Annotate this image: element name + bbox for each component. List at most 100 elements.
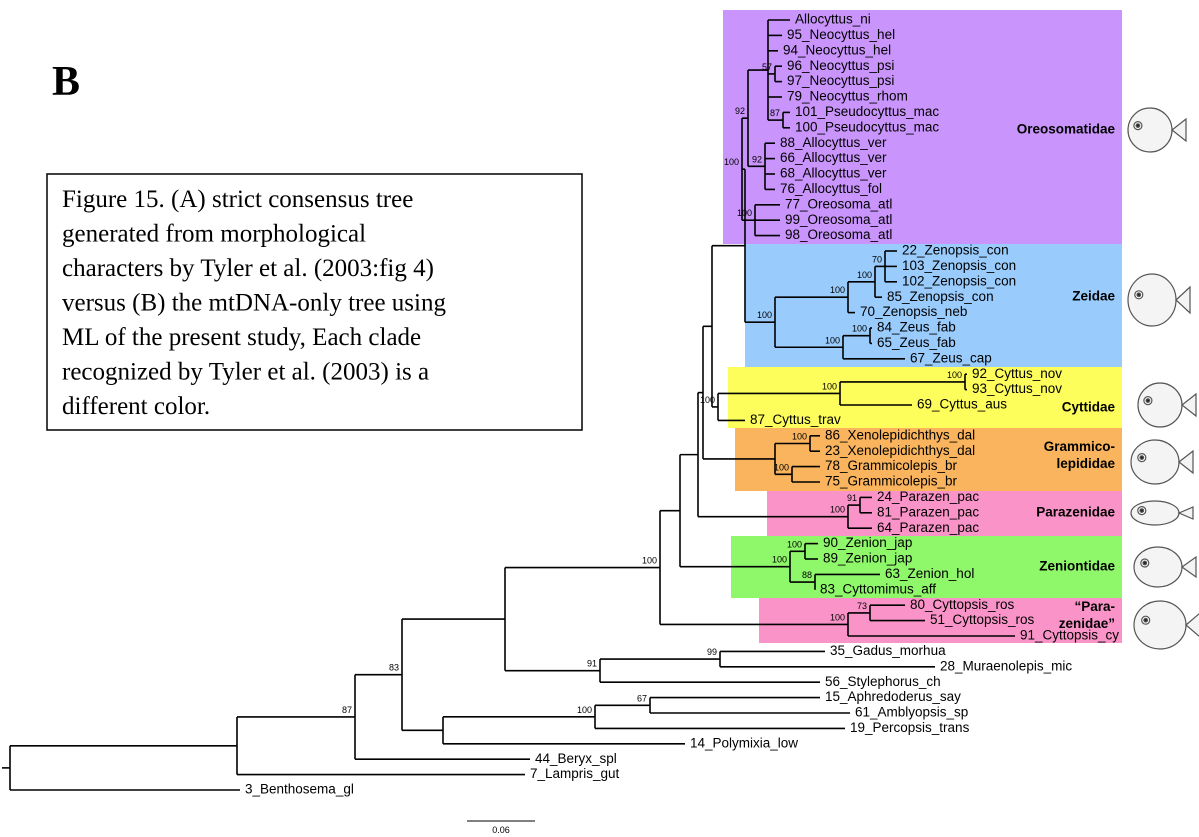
taxon-label: 102_Zenopsis_con: [902, 273, 1016, 288]
clade-name: Zeidae: [1072, 289, 1115, 304]
support-value: 100: [787, 539, 802, 549]
support-value: 100: [642, 556, 657, 566]
caption-line: different color.: [62, 393, 210, 420]
taxon-label: 67_Zeus_cap: [910, 350, 992, 365]
fish-body: [1128, 108, 1172, 152]
caption-line: characters by Tyler et al. (2003:fig 4): [62, 255, 434, 282]
support-value: 73: [857, 601, 867, 611]
taxon-label: 28_Muraenolepis_mic: [940, 658, 1072, 673]
taxon-label: 87_Cyttus_trav: [750, 412, 841, 427]
taxon-label: 96_Neocyttus_psi: [787, 58, 894, 73]
support-value: 67: [637, 693, 647, 703]
support-value: 100: [757, 310, 772, 320]
fish-tail: [1186, 613, 1199, 637]
fish-pupil: [1143, 561, 1147, 565]
fish-pupil: [1146, 399, 1150, 403]
taxon-label: 97_Neocyttus_psi: [787, 73, 894, 88]
taxon-label: 76_Allocyttus_fol: [780, 181, 882, 196]
taxon-label: 15_Aphredoderus_say: [825, 689, 961, 704]
taxon-label: 68_Allocyttus_ver: [780, 166, 887, 181]
fish-body: [1134, 601, 1186, 649]
taxon-label: 70_Zenopsis_neb: [860, 304, 967, 319]
taxon-label: 98_Oreosoma_atl: [785, 227, 892, 242]
taxon-label: 24_Parazen_pac: [877, 489, 979, 504]
taxon-label: 56_Stylephorus_ch: [825, 674, 941, 689]
taxon-label: 80_Cyttopsis_ros: [910, 597, 1015, 612]
fish-pupil: [1140, 509, 1144, 513]
taxon-label: 23_Xenolepidichthys_dal: [825, 443, 975, 458]
support-value: 91: [847, 493, 857, 503]
fish-body: [1131, 440, 1179, 484]
taxon-label: 81_Parazen_pac: [877, 504, 979, 519]
page: Oreosomatidae Zeidae Cyttidae Grammico-lepi…: [0, 0, 1199, 837]
taxon-label: 86_Xenolepidichthys_dal: [825, 427, 975, 442]
fish-body: [1134, 547, 1182, 587]
support-value: 70: [872, 254, 882, 264]
taxon-label: 7_Lampris_gut: [530, 766, 620, 781]
clade-name: Oreosomatidae: [1017, 122, 1116, 137]
figure: Oreosomatidae Zeidae Cyttidae Grammico-lepi…: [0, 0, 1199, 837]
fish-tail: [1176, 287, 1190, 313]
caption-line: Figure 15. (A) strict consensus tree: [62, 186, 413, 213]
taxon-label: 75_Grammicolepis_br: [825, 474, 958, 489]
taxon-label: 84_Zeus_fab: [877, 320, 956, 335]
clade-name: lepididae: [1056, 456, 1115, 471]
clade-name: Zeniontidae: [1039, 559, 1115, 574]
taxon-label: 65_Zeus_fab: [877, 335, 956, 350]
taxon-label: 44_Beryx_spl: [535, 751, 617, 766]
taxon-label: 95_Neocyttus_hel: [787, 27, 895, 42]
caption-line: ML of the present study, Each clade: [62, 324, 421, 351]
taxon-label: 64_Parazen_pac: [877, 520, 979, 535]
taxon-label: 92_Cyttus_nov: [972, 366, 1062, 381]
taxon-label: 91_Cyttopsis_cy: [1020, 628, 1119, 643]
taxon-label: 79_Neocyttus_rhom: [787, 89, 908, 104]
taxon-label: 103_Zenopsis_con: [902, 258, 1016, 273]
taxon-label: 63_Zenion_hol: [885, 566, 974, 581]
support-value: 100: [792, 432, 807, 442]
support-value: 100: [830, 612, 845, 622]
taxon-label: 89_Zenion_jap: [823, 551, 912, 566]
taxon-label: 83_Cyttomimus_aff: [820, 581, 936, 596]
taxon-label: 99_Oreosoma_atl: [785, 212, 892, 227]
support-value: 100: [947, 370, 962, 380]
taxon-label: 3_Benthosema_gl: [245, 782, 354, 797]
fish-pupil: [1136, 124, 1140, 128]
taxon-label: 90_Zenion_jap: [823, 535, 912, 550]
taxon-label: 69_Cyttus_aus: [917, 397, 1007, 412]
taxon-label: 78_Grammicolepis_br: [825, 458, 958, 473]
fish-pupil: [1137, 293, 1141, 297]
clade-name: Grammico-: [1044, 439, 1115, 454]
support-value: 88: [802, 570, 812, 580]
caption-line: recognized by Tyler et al. (2003) is a: [62, 359, 429, 386]
caption-line: generated from morphological: [62, 221, 366, 248]
taxon-label: 77_Oreosoma_atl: [785, 196, 892, 211]
scale-label: 0.06: [492, 825, 510, 835]
taxon-label: 19_Percopsis_trans: [850, 720, 970, 735]
fish-tail: [1182, 557, 1196, 577]
support-value: 87: [770, 108, 780, 118]
support-value: 100: [852, 324, 867, 334]
taxon-label: 14_Polymixia_low: [690, 735, 798, 750]
fish-tail: [1179, 451, 1193, 473]
support-value: 99: [707, 647, 717, 657]
taxon-label: 35_Gadus_morhua: [830, 643, 946, 658]
taxon-label: 61_Amblyopsis_sp: [855, 705, 968, 720]
fish-icons: [1128, 108, 1199, 649]
taxon-label: 51_Cyttopsis_ros: [930, 612, 1035, 627]
clade-name: Cyttidae: [1062, 400, 1116, 415]
taxon-label: 100_Pseudocyttus_mac: [795, 119, 939, 134]
clade-name: “Para-: [1074, 599, 1115, 614]
taxon-label: 94_Neocyttus_hel: [783, 42, 891, 57]
taxon-label: Allocyttus_ni: [795, 12, 871, 27]
taxon-label: 85_Zenopsis_con: [887, 289, 994, 304]
support-value: 100: [830, 505, 845, 515]
fish-tail: [1182, 394, 1196, 416]
support-value: 92: [735, 106, 745, 116]
support-value: 100: [774, 462, 789, 472]
support-value: 100: [825, 335, 840, 345]
fish-pupil: [1144, 618, 1148, 622]
fish-body: [1138, 383, 1182, 427]
panel-label: B: [52, 59, 80, 105]
support-value: 91: [587, 659, 597, 669]
taxon-label: 88_Allocyttus_ver: [780, 135, 887, 150]
